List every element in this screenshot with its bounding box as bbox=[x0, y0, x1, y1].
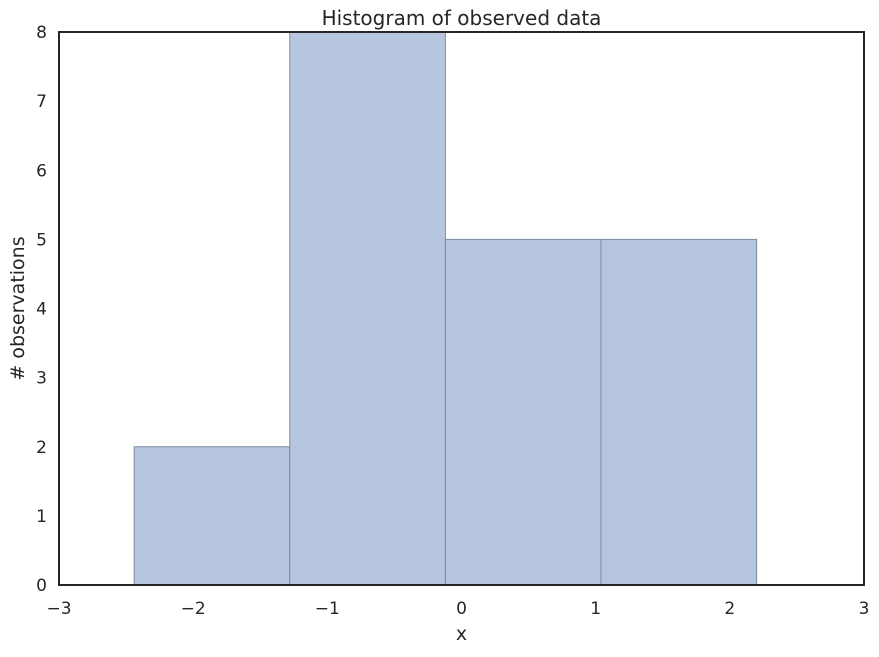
x-axis-label: x bbox=[456, 623, 467, 645]
y-tick-label: 6 bbox=[36, 161, 47, 181]
y-tick-label: 8 bbox=[36, 23, 47, 43]
y-tick-label: 2 bbox=[36, 438, 47, 458]
x-tick-label: 2 bbox=[724, 599, 735, 619]
x-tick-label: 3 bbox=[859, 599, 870, 619]
x-tick-label: −2 bbox=[181, 599, 206, 619]
y-tick-label: 0 bbox=[36, 576, 47, 596]
histogram-bar-3 bbox=[444, 238, 602, 586]
histogram-bar-4 bbox=[600, 238, 758, 586]
y-tick-label: 4 bbox=[36, 300, 47, 320]
y-axis-label: # observations bbox=[7, 236, 29, 380]
y-tick-label: 3 bbox=[36, 369, 47, 389]
chart-title: Histogram of observed data bbox=[322, 6, 602, 30]
x-axis-ticks: −3 −2 −1 0 1 2 3 bbox=[46, 599, 869, 619]
x-tick-label: 1 bbox=[590, 599, 601, 619]
y-tick-label: 5 bbox=[36, 230, 47, 250]
y-tick-label: 1 bbox=[36, 507, 47, 527]
histogram-bar-2 bbox=[289, 31, 446, 586]
y-tick-label: 7 bbox=[36, 92, 47, 112]
histogram-bar-1 bbox=[133, 446, 291, 586]
x-tick-label: 0 bbox=[456, 599, 467, 619]
x-tick-label: −3 bbox=[46, 599, 71, 619]
x-tick-label: −1 bbox=[315, 599, 340, 619]
histogram-bars bbox=[133, 31, 758, 586]
plot-frame bbox=[58, 31, 865, 586]
y-axis-ticks: 0 1 2 3 4 5 6 7 8 bbox=[36, 23, 47, 596]
